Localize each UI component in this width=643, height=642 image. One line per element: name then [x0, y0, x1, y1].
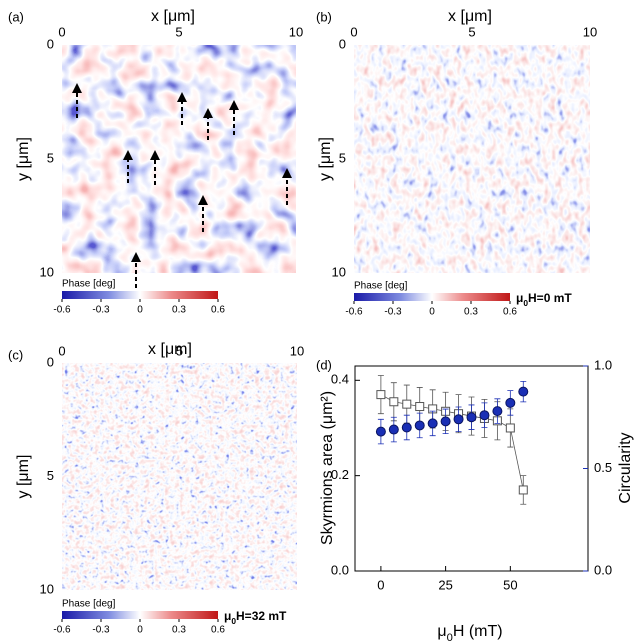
- y-tick-label: 10: [332, 264, 346, 279]
- subscript-label: μ0H (mT): [437, 623, 502, 642]
- colorbar: [62, 291, 218, 299]
- square-point: [415, 402, 425, 412]
- x-tick-label: 5: [175, 24, 182, 39]
- colorbar-tick-label: -0.6: [53, 305, 71, 316]
- circle-point: [492, 406, 503, 417]
- colorbar-tick-label: -0.3: [92, 625, 110, 636]
- text: H (mT): [453, 623, 503, 640]
- colorbar-tick-label: -0.3: [92, 305, 110, 316]
- mfm-image-c: [62, 363, 297, 590]
- x-axis-title: x [μm]: [151, 8, 195, 25]
- y-tick-label: 0: [47, 36, 54, 51]
- x-tick-label: 5: [176, 343, 183, 358]
- colorbar-tick-label: -0.6: [345, 307, 363, 318]
- circle-point: [427, 418, 438, 429]
- subscript-label: μ0H=0 mT: [516, 291, 572, 308]
- y-axis-title: y [μm]: [15, 137, 32, 181]
- colorbar-tick-label: -0.6: [53, 625, 71, 636]
- x-tick-label: 0: [350, 24, 357, 39]
- x-tick-label: 0: [58, 24, 65, 39]
- y2-axis-title: Circularity: [617, 432, 634, 503]
- subscript: 0: [523, 298, 528, 308]
- y-tick-label: 0.2: [331, 467, 349, 482]
- colorbar-tick-label: 0.3: [172, 305, 186, 316]
- square-point: [402, 399, 412, 409]
- circle-point: [440, 416, 451, 427]
- y2-tick-label: 0.5: [594, 460, 612, 475]
- panel-label: (c): [8, 347, 23, 362]
- x-tick-label: 10: [290, 343, 304, 358]
- y-axis-title: Skyrmions area (μm²): [319, 391, 336, 545]
- circle-point: [466, 412, 477, 423]
- circle-point: [505, 397, 516, 408]
- colorbar-tick-label: 0.6: [503, 307, 517, 318]
- colorbar-tick-label: 0.6: [211, 625, 225, 636]
- y-tick-label: 0: [47, 354, 54, 369]
- circle-point: [375, 426, 386, 437]
- x-axis-title: x [μm]: [448, 8, 492, 25]
- colorbar-tick-label: 0: [137, 625, 143, 636]
- panel-label: (b): [316, 9, 332, 24]
- y-tick-label: 5: [339, 150, 346, 165]
- colorbar-title: Phase [deg]: [354, 281, 408, 292]
- text: H=32 mT: [236, 609, 287, 623]
- x-tick-label: 10: [289, 24, 303, 39]
- series-line: [380, 394, 524, 491]
- colorbar-title: Phase [deg]: [62, 279, 116, 290]
- y-axis-title: y [μm]: [15, 455, 32, 499]
- y-tick-label: 10: [40, 264, 54, 279]
- x-tick-label: 0: [377, 577, 384, 592]
- y-tick-label: 10: [40, 581, 54, 596]
- y-tick-label: 0.0: [331, 562, 349, 577]
- colorbar-tick-label: 0: [137, 305, 143, 316]
- y-axis-title: y [μm]: [317, 137, 334, 181]
- panel-label: (a): [8, 9, 24, 24]
- y-tick-label: 5: [47, 468, 54, 483]
- x-tick-label: 25: [438, 577, 452, 592]
- colorbar: [354, 293, 510, 301]
- x-tick-label: 10: [583, 24, 597, 39]
- colorbar: [62, 611, 218, 619]
- colorbar-tick-label: -0.3: [384, 307, 402, 318]
- square-point: [376, 390, 386, 400]
- symbol: μ: [516, 291, 523, 305]
- colorbar-title: Phase [deg]: [62, 599, 116, 610]
- subscript-label: μ0H=32 mT: [224, 609, 287, 626]
- y-tick-label: 0: [339, 36, 346, 51]
- circle-point: [401, 422, 412, 433]
- x-tick-label: 50: [503, 577, 517, 592]
- square-point: [505, 423, 515, 433]
- colorbar-tick-label: 0.3: [172, 625, 186, 636]
- x-axis-title: x [μm]: [148, 341, 192, 358]
- x-tick-label: 0: [58, 343, 65, 358]
- arrows: [72, 83, 292, 295]
- symbol: μ: [224, 609, 231, 623]
- square-point: [518, 485, 528, 495]
- y2-tick-label: 0.0: [594, 562, 612, 577]
- circle-point: [479, 410, 490, 421]
- colorbar-tick-label: 0.3: [464, 307, 478, 318]
- text: H=0 mT: [528, 291, 572, 305]
- mfm-image-a: [62, 45, 296, 273]
- colorbar-tick-label: 0: [429, 307, 435, 318]
- circle-point: [453, 414, 464, 425]
- square-point: [389, 397, 399, 407]
- y-tick-label: 0.4: [331, 372, 349, 387]
- circle-point: [518, 386, 529, 397]
- x-tick-label: 5: [468, 24, 475, 39]
- symbol: μ: [437, 623, 446, 640]
- mfm-image-b: [354, 45, 590, 273]
- y-tick-label: 5: [47, 150, 54, 165]
- circle-point: [414, 420, 425, 431]
- colorbar-tick-label: 0.6: [211, 305, 225, 316]
- circle-point: [388, 424, 399, 435]
- y2-tick-label: 1.0: [594, 357, 612, 372]
- subscript: 0: [447, 632, 453, 642]
- subscript: 0: [231, 616, 236, 626]
- panel-label: (d): [316, 357, 332, 372]
